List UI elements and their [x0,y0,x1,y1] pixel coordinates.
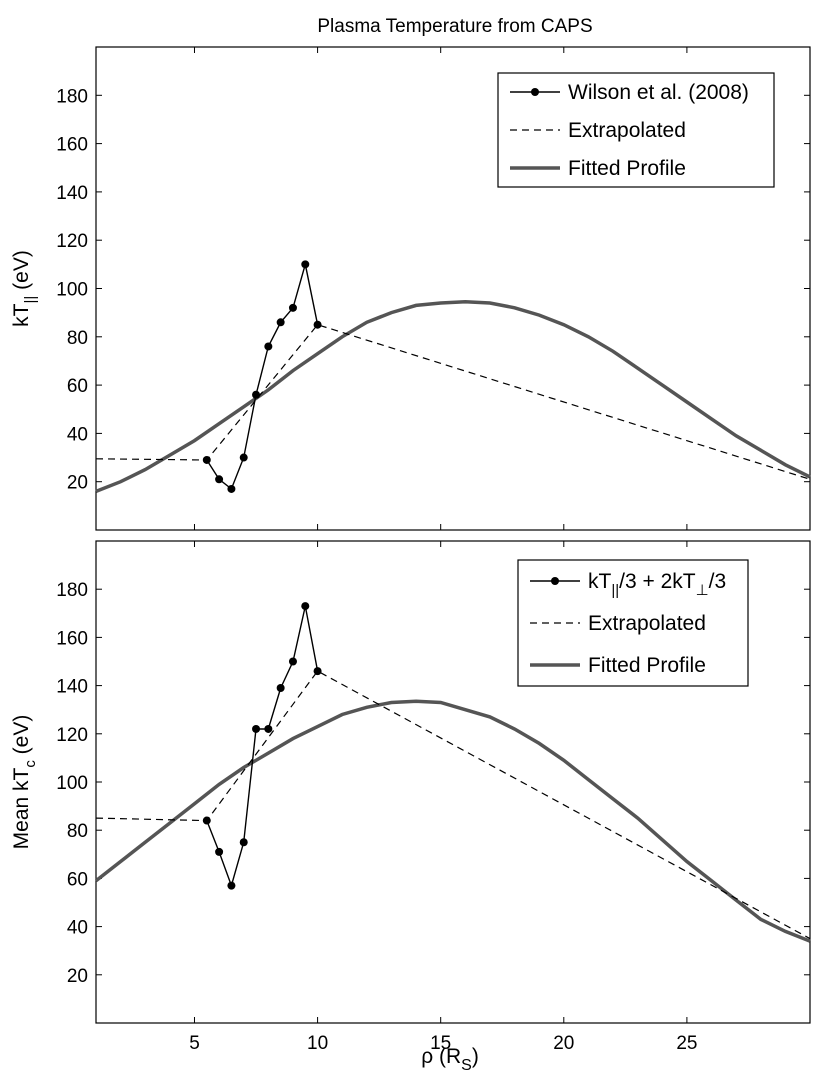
y-tick-label: 160 [56,135,88,156]
y-tick-label: 80 [67,328,88,349]
y-tick-label: 20 [67,966,88,987]
data-point [313,320,322,329]
data-point [301,602,310,611]
legend-marker [551,577,559,585]
x-axis-label-sub: S [461,1057,472,1074]
data-point [288,657,297,666]
x-tick-label: 5 [189,1033,200,1054]
panel-bottom: 20 40 60 80 100 120 140 160 180 5 10 15 20 25 Mean kTc… [10,540,811,1054]
x-tick-label: 15 [430,1033,451,1054]
legend-label: Fitted Profile [588,654,706,677]
panel-top: 20 40 60 80 100 120 140 160 180 kT|| (eV) Wilson e… [10,46,811,531]
data-point [215,475,224,484]
data-point [264,342,273,351]
x-axis-label: ρ (RS) [421,1045,479,1074]
y-tick-label: 140 [56,677,88,698]
legend-label: kT||/3 + 2kT⊥/3 [588,570,726,599]
data-point [239,838,248,847]
y-tick-label: 60 [67,869,88,890]
x-axis-label-main: ρ (R [421,1045,461,1068]
y-tick-label: 180 [56,86,88,107]
y-axis-label-sub: c [22,760,39,768]
data-point [215,847,224,856]
y-tick-label: 140 [56,183,88,204]
y-tick-label: 60 [67,376,88,397]
data-point [264,724,273,733]
y-tick-label: 40 [67,424,88,445]
y-axis-label-main: kT [10,303,33,327]
y-axis-label: Mean kTc (eV) [10,715,39,850]
series-line [95,300,811,494]
data-point [202,816,211,825]
legend-label: Wilson et al. (2008) [568,81,749,104]
legend-part: /3 [709,570,727,593]
legend-part-sub: ⊥ [696,582,709,599]
data-point [276,684,285,693]
y-tick-label: 120 [56,725,88,746]
legend-part-sub: || [611,582,619,599]
x-tick-label: 20 [553,1033,574,1054]
y-axis-label: kT|| (eV) [10,250,39,327]
data-point [227,881,236,890]
data-point [252,724,261,733]
data-point [301,260,310,269]
x-tick-label: 25 [676,1033,697,1054]
y-tick-label: 40 [67,918,88,939]
data-point [202,455,211,464]
series-line [206,264,319,491]
data-point [288,303,297,312]
y-axis-label-main: Mean kT [10,767,33,849]
x-tick-label: 10 [307,1033,328,1054]
data-point [252,390,261,399]
series-line [206,605,319,888]
legend-label: Extrapolated [568,119,686,142]
figure-title: Plasma Temperature from CAPS [317,16,592,37]
y-tick-label: 160 [56,628,88,649]
y-tick-label: 100 [56,773,88,794]
legend-part: /3 + 2kT [619,570,696,593]
data-point [313,667,322,676]
data-point [276,318,285,327]
series-line [94,699,811,943]
y-tick-label: 20 [67,473,88,494]
legend-marker [531,88,539,96]
data-point [239,453,248,462]
series-line [95,670,811,940]
y-tick-label: 80 [67,821,88,842]
y-axis-label-sub: || [22,296,39,304]
legend-label: Fitted Profile [568,157,686,180]
series-line [95,324,811,480]
data-point [227,484,236,493]
y-tick-label: 180 [56,580,88,601]
legend-label: Extrapolated [588,612,706,635]
y-tick-label: 120 [56,231,88,252]
y-axis-label-end: (eV) [10,715,33,761]
y-tick-label: 100 [56,280,88,301]
legend-part: kT [588,570,612,593]
x-axis-label-end: ) [472,1045,479,1068]
y-axis-label-end: (eV) [10,250,33,296]
